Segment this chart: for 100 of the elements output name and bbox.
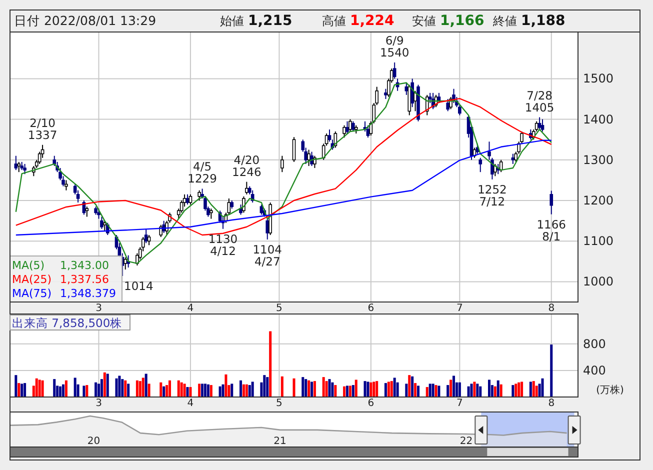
x-tick-label: 3 [96, 303, 102, 314]
bar [82, 386, 86, 397]
annotation: 1,343.00 [60, 259, 109, 272]
bar [302, 377, 304, 397]
bar [224, 374, 228, 397]
bar [473, 382, 476, 397]
text: 安値 1,166 [412, 13, 484, 29]
bar [64, 380, 68, 397]
candlestick [478, 157, 482, 173]
bar [138, 381, 142, 397]
bar [121, 379, 124, 397]
bar [488, 380, 491, 397]
bar [189, 387, 192, 397]
bar [512, 385, 514, 397]
annotation: 1014 [124, 279, 154, 294]
bar [204, 384, 207, 397]
bar [532, 381, 535, 397]
bar [529, 382, 532, 397]
bar [177, 380, 180, 397]
bar [20, 384, 24, 397]
bar [248, 385, 251, 397]
bar [550, 344, 553, 397]
bar [38, 380, 41, 397]
bar [354, 380, 358, 397]
candlestick [188, 194, 192, 206]
bar [408, 375, 411, 397]
annotation: 6/9 1540 [380, 33, 410, 60]
bar [450, 380, 452, 397]
annotation: 2/10 1337 [28, 116, 58, 142]
x-tick-label: 22 [460, 436, 473, 447]
bar [86, 385, 88, 397]
bar [162, 386, 166, 397]
bar [414, 383, 417, 397]
annotation: 1104 4/27 [252, 242, 282, 268]
bar [62, 384, 65, 397]
bar [352, 385, 354, 397]
annotation: 4/5 1229 [188, 160, 217, 186]
candlestick [410, 78, 414, 108]
bar [343, 386, 346, 397]
bar [230, 384, 234, 397]
bar [308, 380, 310, 397]
bar [266, 377, 269, 397]
candlestick [342, 124, 346, 138]
bar [222, 384, 224, 397]
bar [59, 386, 62, 397]
bar [470, 384, 473, 397]
x-tick-label: 5 [276, 303, 282, 314]
annotation: 1130 4/12 [208, 232, 238, 258]
candlestick [198, 190, 201, 201]
text: 終値 1,188 [492, 13, 566, 29]
bar [14, 375, 18, 397]
bar [434, 385, 438, 397]
candlestick [307, 149, 310, 166]
candlestick [147, 234, 151, 246]
bar [263, 375, 266, 397]
y-tick-label: 1100 [583, 234, 614, 248]
candlestick [186, 194, 190, 206]
bar [432, 384, 434, 397]
candlestick [210, 208, 213, 220]
bar [348, 386, 352, 397]
bar [328, 379, 331, 397]
y-tick-label: 800 [583, 336, 606, 351]
candlestick [392, 62, 396, 80]
chart-title: 出来高 7,858,500株 [12, 316, 122, 330]
bar [405, 384, 408, 397]
bar [518, 382, 520, 397]
bar [218, 386, 222, 397]
x-tick-label: 6 [368, 303, 374, 314]
candlestick [550, 190, 554, 215]
bar [180, 382, 183, 397]
x-tick-label: 3 [96, 398, 102, 409]
bar [476, 384, 479, 397]
x-tick-label: 21 [274, 436, 286, 447]
bar [372, 382, 376, 397]
annotation: 1166 8/1 [536, 217, 566, 244]
bar [541, 378, 544, 397]
candlestick [126, 254, 130, 268]
y-tick-label: 1200 [583, 193, 614, 208]
x-tick-label: 5 [276, 398, 282, 409]
y-tick-label: 1500 [583, 72, 614, 86]
annotation: 1,337.56 [60, 273, 109, 286]
candlestick [124, 256, 128, 270]
bar [53, 379, 56, 397]
annotation: 7/28 1405 [524, 88, 554, 114]
bar [313, 381, 316, 397]
candlestick [446, 98, 450, 112]
bar [387, 382, 390, 397]
candlestick [292, 136, 296, 162]
bar [142, 378, 144, 397]
bar [331, 382, 334, 397]
bar [74, 378, 76, 397]
bar [292, 378, 296, 397]
bar [325, 381, 328, 397]
bar [452, 376, 456, 397]
bar [201, 384, 204, 397]
x-tick-label: 7 [456, 398, 463, 409]
candlestick [64, 180, 68, 191]
bar [24, 383, 26, 397]
annotation: 1,348.379 [60, 287, 116, 300]
bar [251, 382, 254, 397]
